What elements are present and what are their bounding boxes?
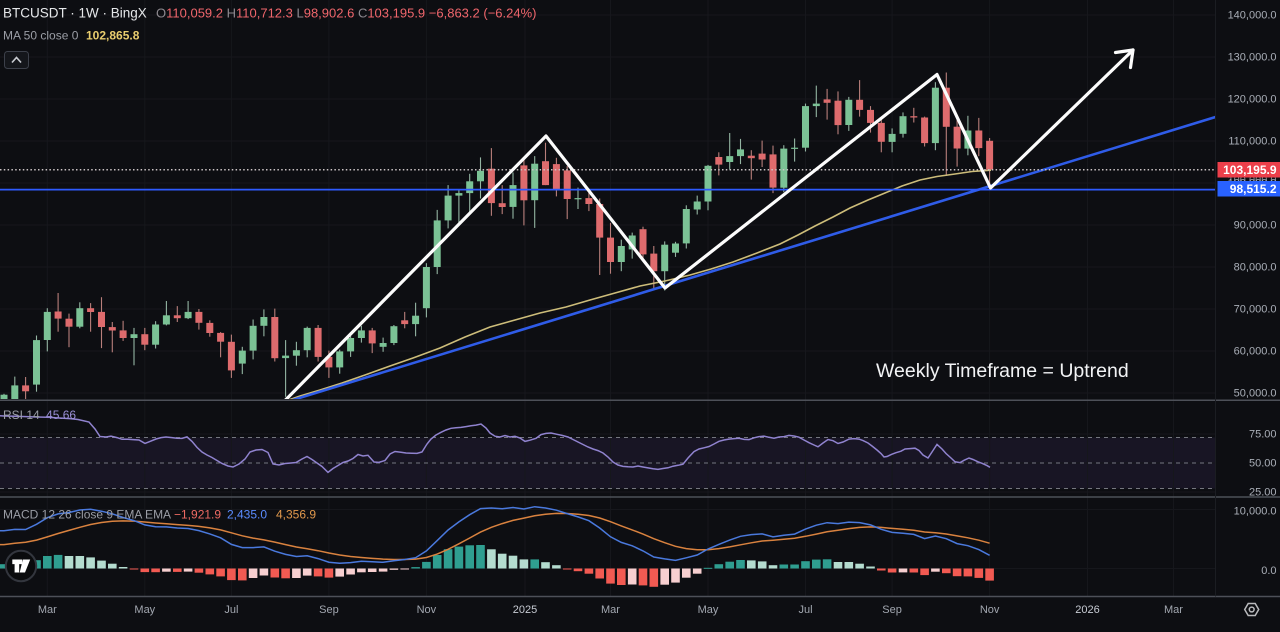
svg-text:103,195.9: 103,195.9 — [1223, 163, 1277, 177]
svg-text:−1,921.9: −1,921.9 — [174, 508, 221, 522]
svg-text:110,000.0: 110,000.0 — [1228, 136, 1276, 148]
svg-text:Mar: Mar — [601, 604, 620, 616]
svg-text:May: May — [698, 604, 719, 616]
svg-text:10,000.0: 10,000.0 — [1234, 506, 1277, 518]
svg-text:Sep: Sep — [319, 604, 339, 616]
svg-text:Nov: Nov — [980, 604, 1000, 616]
svg-text:50.00: 50.00 — [1249, 458, 1277, 470]
svg-text:80,000.0: 80,000.0 — [1234, 262, 1277, 274]
svg-text:102,865.8: 102,865.8 — [86, 29, 140, 43]
svg-text:75.00: 75.00 — [1249, 429, 1277, 441]
svg-text:O110,059.2 H110,712.3 L98,902.: O110,059.2 H110,712.3 L98,902.6 C103,195… — [156, 6, 536, 21]
svg-text:Jul: Jul — [224, 604, 238, 616]
svg-text:4,356.9: 4,356.9 — [276, 508, 316, 522]
svg-text:2,435.0: 2,435.0 — [227, 508, 267, 522]
svg-text:98,515.2: 98,515.2 — [1230, 182, 1277, 196]
svg-text:May: May — [134, 604, 155, 616]
svg-text:Sep: Sep — [882, 604, 902, 616]
svg-text:130,000.0: 130,000.0 — [1228, 52, 1277, 64]
svg-text:Jul: Jul — [798, 604, 812, 616]
svg-text:60,000.0: 60,000.0 — [1234, 346, 1277, 358]
svg-text:MA 50 close 0: MA 50 close 0 — [3, 29, 79, 43]
svg-text:2026: 2026 — [1075, 604, 1099, 616]
svg-text:BTCUSDT · 1W · BingX: BTCUSDT · 1W · BingX — [3, 6, 147, 21]
svg-text:0.0: 0.0 — [1261, 565, 1276, 577]
svg-text:90,000.0: 90,000.0 — [1234, 220, 1277, 232]
svg-text:MACD 12 26 close 9 EMA EMA: MACD 12 26 close 9 EMA EMA — [3, 508, 171, 522]
svg-text:120,000.0: 120,000.0 — [1228, 94, 1277, 106]
svg-text:140,000.0: 140,000.0 — [1228, 10, 1277, 22]
svg-text:50,000.0: 50,000.0 — [1234, 388, 1277, 400]
svg-text:RSI 14 45.66: RSI 14 45.66 — [3, 408, 76, 422]
svg-text:2025: 2025 — [513, 604, 537, 616]
svg-text:Weekly Timeframe = Uptrend: Weekly Timeframe = Uptrend — [876, 360, 1129, 382]
svg-text:Mar: Mar — [38, 604, 57, 616]
svg-text:25.00: 25.00 — [1249, 487, 1277, 499]
svg-text:Mar: Mar — [1164, 604, 1183, 616]
svg-text:Nov: Nov — [417, 604, 437, 616]
svg-text:70,000.0: 70,000.0 — [1234, 304, 1277, 316]
